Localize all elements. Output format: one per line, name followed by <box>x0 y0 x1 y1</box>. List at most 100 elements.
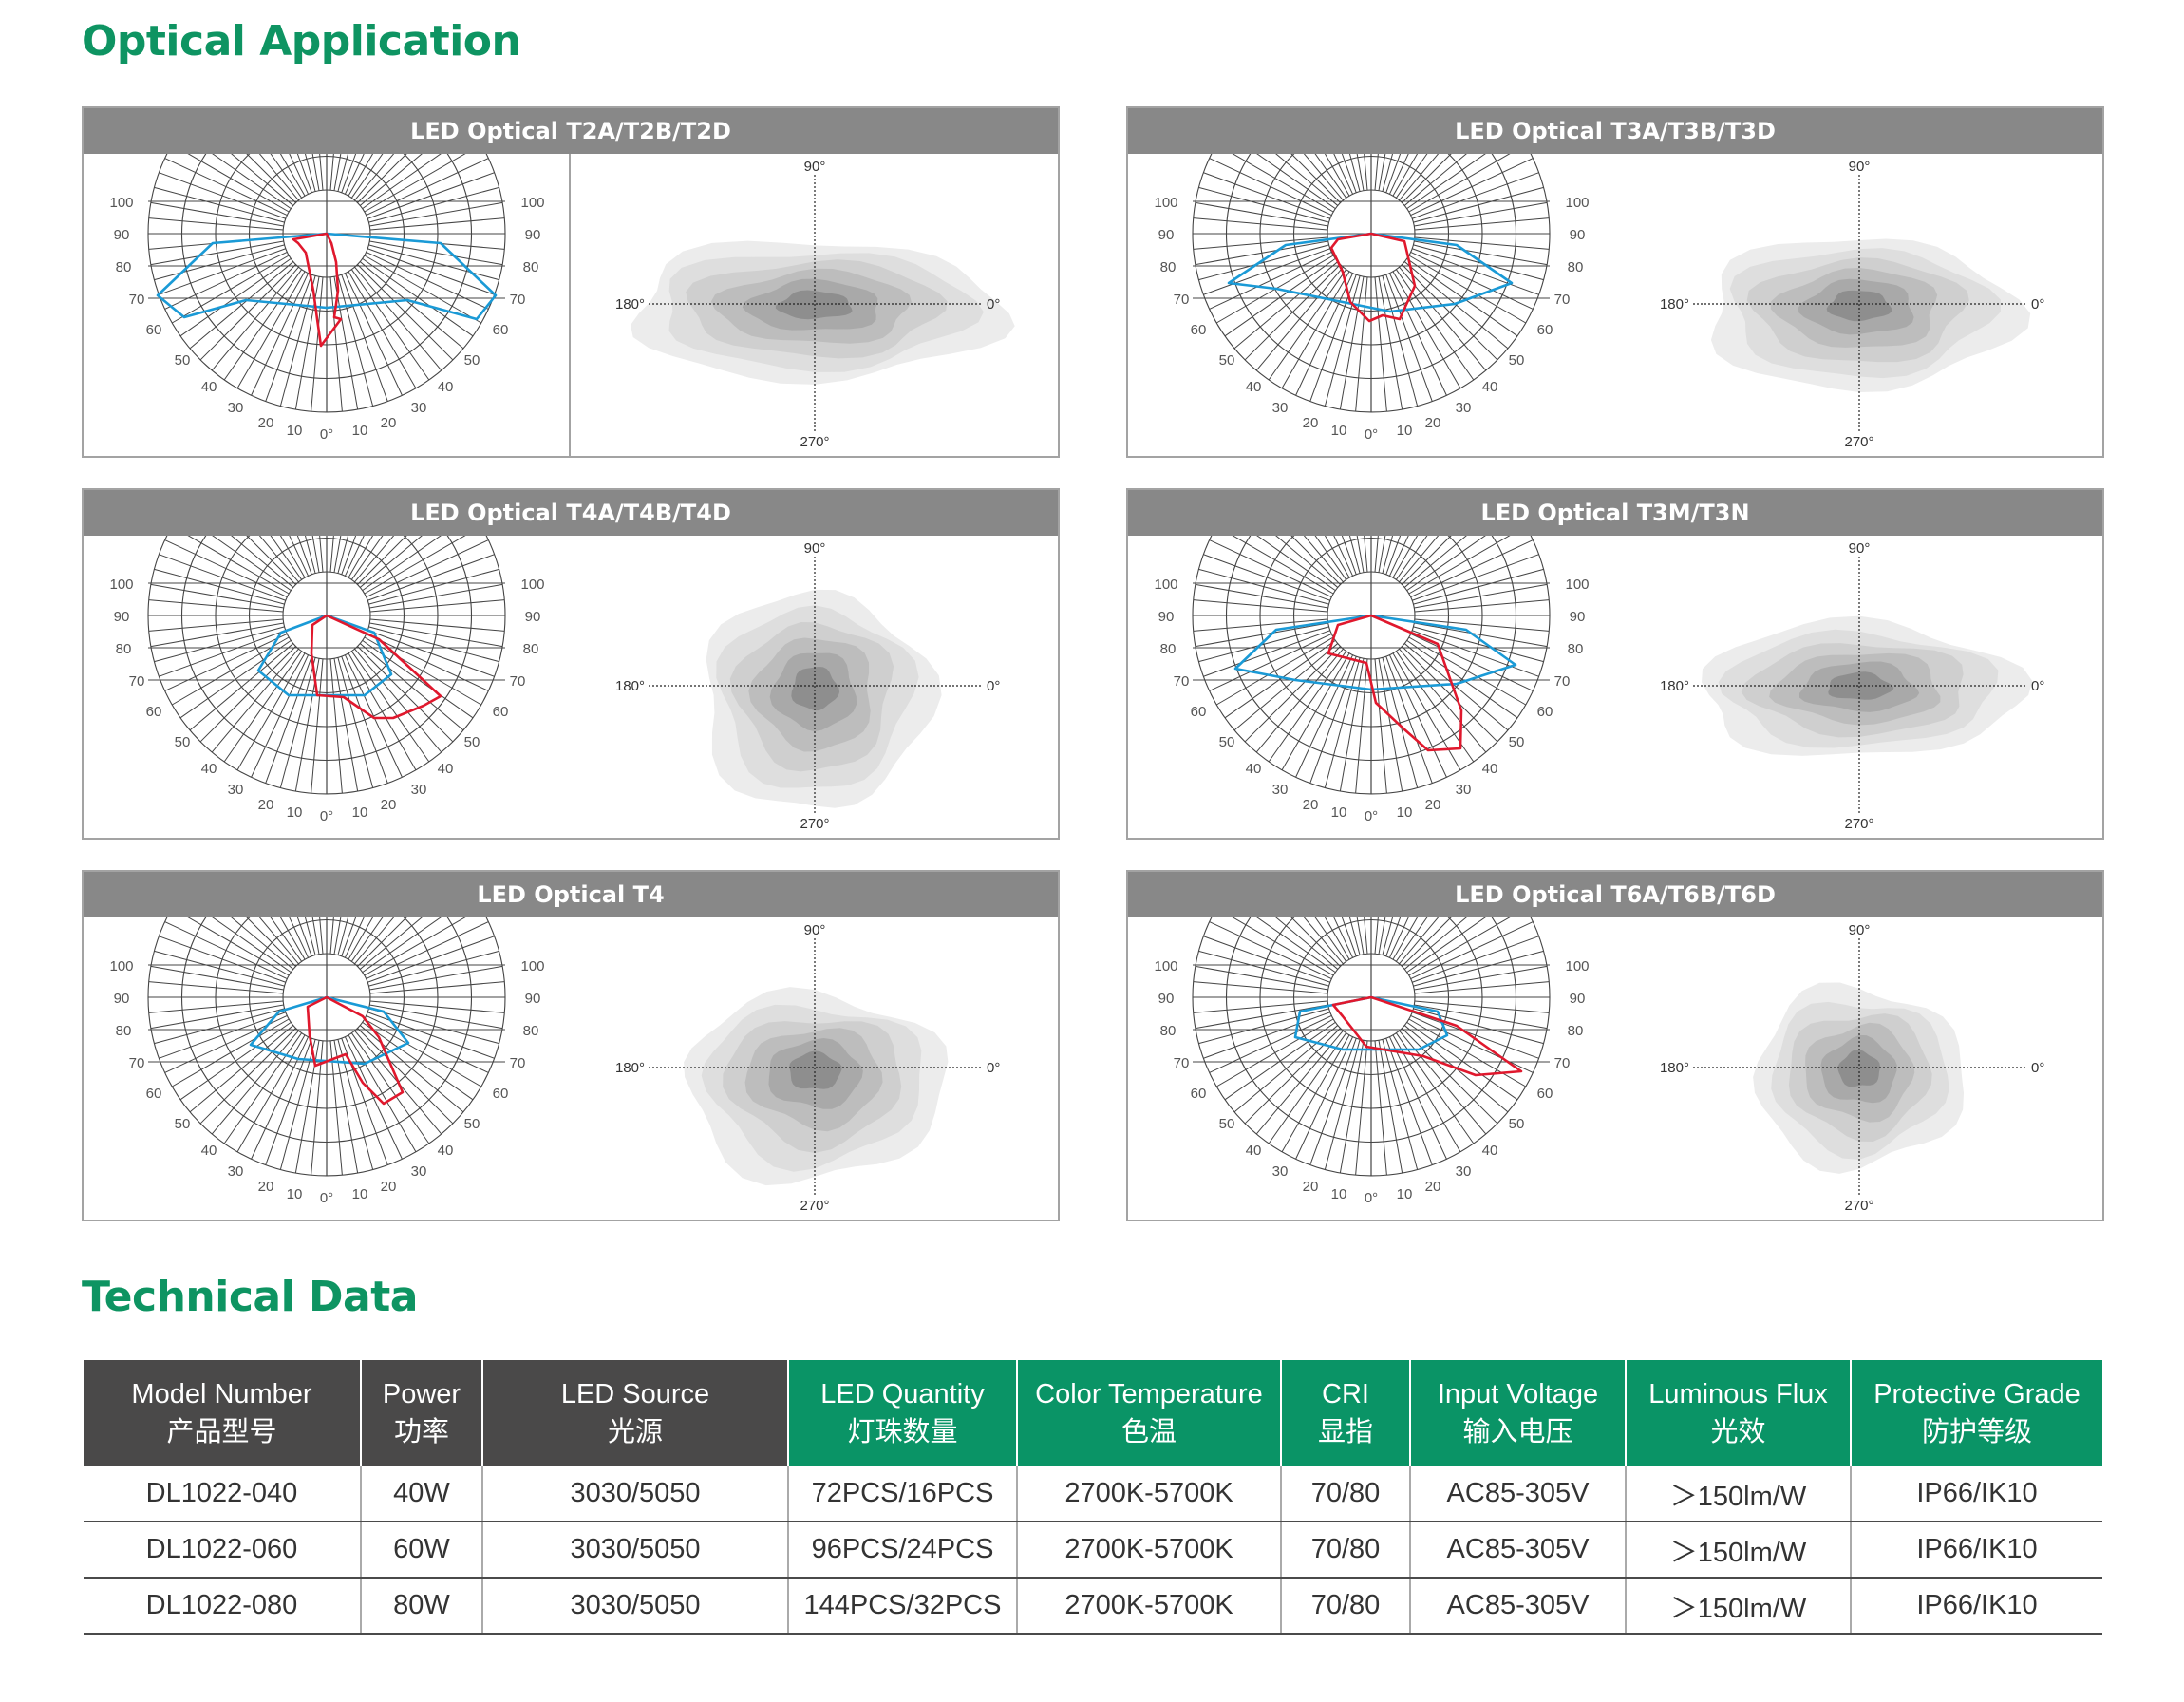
polar-curve-blue <box>1233 614 1517 691</box>
col-luminous-flux: Luminous Flux 光效 <box>1626 1360 1852 1466</box>
col-power: Power 功率 <box>361 1360 483 1466</box>
polar-tick-label: 10 <box>287 423 303 439</box>
polar-tick-label: 70 <box>1554 673 1571 690</box>
col-protective-grade: Protective Grade 防护等级 <box>1851 1360 2102 1466</box>
optical-panel-t4: LED Optical T4 100 90 80 70 60 50 40 30 20 10 10 20… <box>82 870 1060 1221</box>
cell-led-source: 3030/5050 <box>482 1578 789 1635</box>
col-led-quantity: LED Quantity 灯珠数量 <box>788 1360 1018 1466</box>
polar-tick-label: 80 <box>1160 641 1177 657</box>
polar-tick-label: 90 <box>1570 991 1586 1007</box>
polar-tick-label: 80 <box>523 641 539 657</box>
isolux-label-left: 180° <box>1660 678 1689 694</box>
polar-tick-label: 60 <box>1537 1086 1553 1102</box>
polar-tick-label: 60 <box>146 1086 162 1102</box>
optical-panel-t2: LED Optical T2A/T2B/T2D 100 90 80 70 60 50 40 3… <box>82 106 1060 458</box>
polar-tick-label: 50 <box>464 734 480 750</box>
isolux-svg: 90° 270° 180° 0° <box>615 159 1015 450</box>
isolux-label-right: 0° <box>987 296 1000 312</box>
polar-curve-chart: 100 90 80 70 60 50 40 30 20 10 10 20 30 40 50 60 70 80 90 1… <box>84 917 571 1220</box>
polar-tick-label: 70 <box>1174 292 1190 308</box>
polar-tick-label: 50 <box>1219 352 1235 369</box>
polar-tick-label: 80 <box>1568 259 1584 275</box>
cell-color-temperature: 2700K-5700K <box>1017 1522 1282 1579</box>
isolux-svg: 90° 270° 180° 0° <box>615 922 1000 1214</box>
polar-tick-label: 90 <box>1158 991 1175 1007</box>
cell-input-voltage: AC85-305V <box>1410 1578 1627 1635</box>
polar-tick-label: 20 <box>381 415 397 431</box>
isolux-label-top: 90° <box>1849 159 1871 175</box>
isolux-label-bottom: 270° <box>1844 434 1873 450</box>
isolux-label-right: 0° <box>2031 296 2044 312</box>
polar-tick-label: 70 <box>1174 1055 1190 1071</box>
isolux-label-left: 180° <box>1660 1060 1689 1076</box>
polar-tick-label: 60 <box>1191 704 1207 720</box>
optical-panel-t6: LED Optical T6A/T6B/T6D 100 90 80 70 60 50 40 3… <box>1126 870 2104 1221</box>
polar-tick-label: 40 <box>1246 761 1262 777</box>
polar-tick-label: 60 <box>1191 322 1207 338</box>
optical-panel-t3: LED Optical T3A/T3B/T3D 100 90 80 70 60 50 40 3… <box>1126 106 2104 458</box>
polar-tick-label: 90 <box>114 609 130 625</box>
polar-tick-label: 30 <box>1456 782 1472 798</box>
polar-tick-label: 0° <box>320 808 333 824</box>
isolux-label-bottom: 270° <box>800 1198 829 1214</box>
polar-tick-label: 80 <box>523 1023 539 1039</box>
cell-input-voltage: AC85-305V <box>1410 1466 1627 1522</box>
polar-tick-label: 70 <box>129 673 145 690</box>
polar-tick-label: 20 <box>1425 797 1441 813</box>
polar-tick-label: 10 <box>352 1186 368 1202</box>
polar-curve-blue <box>249 995 410 1066</box>
isolux-diagram: 90° 270° 180° 0° <box>1617 917 2102 1220</box>
polar-tick-label: 100 <box>109 195 133 211</box>
polar-curve-blue <box>156 232 498 321</box>
polar-tick-label: 100 <box>1565 958 1589 974</box>
polar-tick-label: 100 <box>1154 195 1177 211</box>
isolux-label-left: 180° <box>1660 296 1689 312</box>
polar-tick-label: 80 <box>116 259 132 275</box>
col-model-number: Model Number 产品型号 <box>84 1360 362 1466</box>
polar-curve-red <box>310 614 442 720</box>
cell-luminous-flux: ＞150lm/W <box>1626 1466 1852 1522</box>
polar-curve-red <box>1327 614 1463 752</box>
isolux-label-right: 0° <box>987 678 1000 694</box>
isolux-label-left: 180° <box>615 678 645 694</box>
isolux-label-top: 90° <box>804 540 826 557</box>
polar-tick-label: 40 <box>201 379 217 395</box>
polar-tick-label: 50 <box>1509 352 1525 369</box>
polar-tick-label: 70 <box>1554 1055 1571 1071</box>
cell-protective-grade: IP66/IK10 <box>1851 1466 2102 1522</box>
polar-curve-blue <box>1227 232 1514 313</box>
panel-title: LED Optical T4A/T4B/T4D <box>84 490 1058 536</box>
polar-tick-label: 0° <box>320 1190 333 1206</box>
polar-tick-label: 10 <box>1331 804 1347 821</box>
polar-tick-label: 40 <box>1246 379 1262 395</box>
cell-color-temperature: 2700K-5700K <box>1017 1578 1282 1635</box>
polar-tick-label: 60 <box>146 322 162 338</box>
polar-tick-label: 90 <box>1570 609 1586 625</box>
polar-tick-label: 30 <box>1456 400 1472 416</box>
polar-tick-label: 20 <box>1425 1179 1441 1195</box>
polar-tick-label: 10 <box>1397 804 1413 821</box>
isolux-contour <box>1826 290 1892 322</box>
cell-led-source: 3030/5050 <box>482 1522 789 1579</box>
polar-tick-label: 50 <box>175 734 191 750</box>
polar-tick-label: 50 <box>1509 734 1525 750</box>
isolux-contour <box>789 1050 842 1089</box>
polar-tick-label: 40 <box>438 1143 454 1159</box>
polar-curve-chart: 100 90 80 70 60 50 40 30 20 10 10 20 30 40 50 60 70 80 90 1… <box>1128 154 1615 456</box>
polar-tick-label: 0° <box>1365 426 1378 443</box>
polar-tick-label: 40 <box>1246 1143 1262 1159</box>
polar-tick-label: 100 <box>1154 958 1177 974</box>
polar-tick-label: 80 <box>116 641 132 657</box>
polar-tick-label: 40 <box>1482 1143 1498 1159</box>
polar-curve-chart: 100 90 80 70 60 50 40 30 20 10 10 20 30 40 50 60 70 80 90 1… <box>1128 536 1615 838</box>
polar-tick-label: 40 <box>201 1143 217 1159</box>
polar-tick-label: 50 <box>1219 734 1235 750</box>
polar-tick-label: 40 <box>1482 379 1498 395</box>
polar-tick-label: 70 <box>129 1055 145 1071</box>
polar-tick-label: 80 <box>1160 259 1177 275</box>
polar-tick-label: 70 <box>510 673 526 690</box>
polar-tick-label: 80 <box>1568 641 1584 657</box>
